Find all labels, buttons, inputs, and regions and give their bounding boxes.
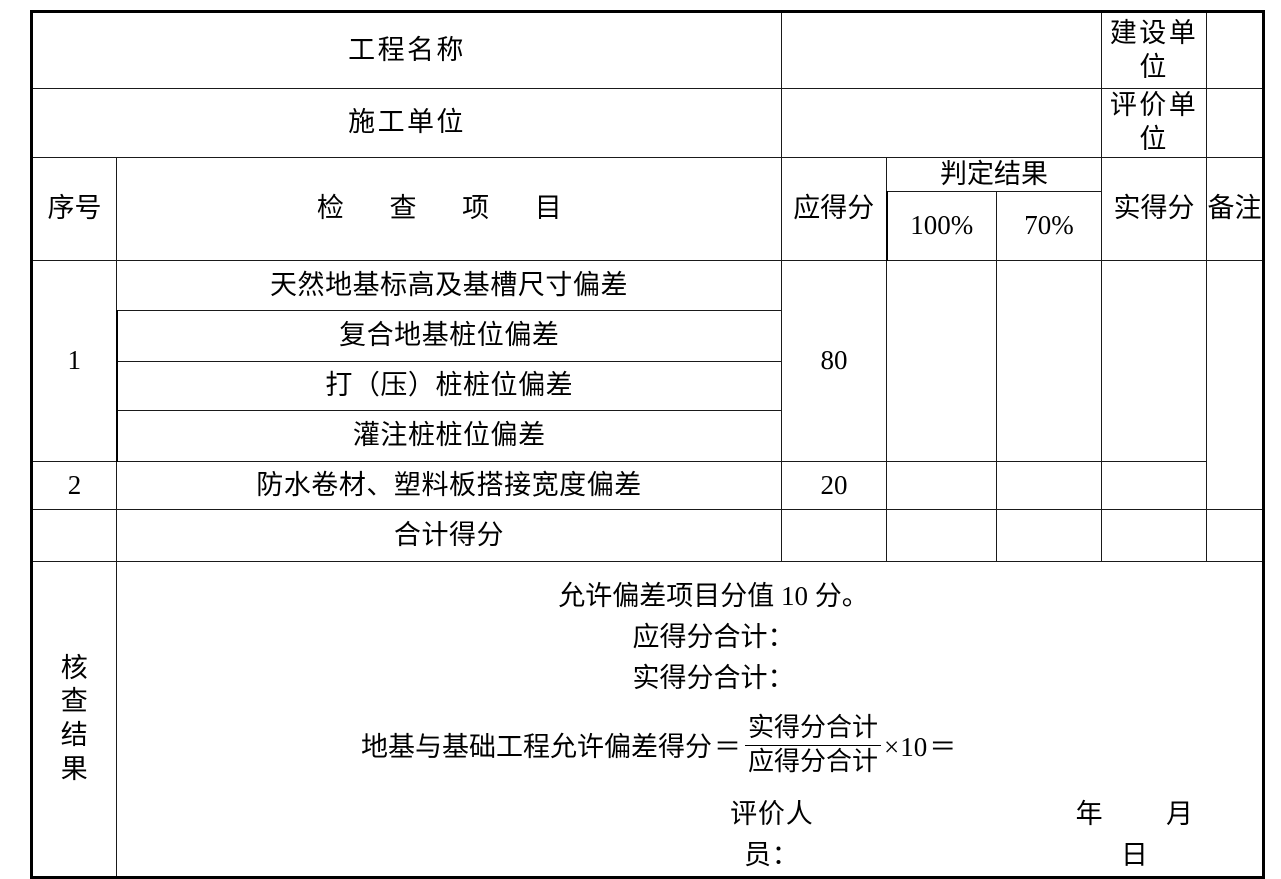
column-header-judgement: 判定结果 <box>886 156 1103 193</box>
row-actual-score-total[interactable] <box>1101 509 1208 563</box>
row-judgement-70-total[interactable] <box>996 509 1103 563</box>
row-item-1-4: 灌注桩桩位偏差 <box>115 410 783 463</box>
result-line-allowance: 允许偏差项目分值 10 分。 <box>558 581 869 612</box>
form-sheet: 工程名称 建设单位 施工单位 评价单位 序号 检 查 项 目 应得分 判定结果 … <box>30 10 1266 879</box>
row-item-2-1: 防水卷材、塑料板搭接宽度偏差 <box>115 461 783 511</box>
label-construction-unit: 建设单位 <box>1101 10 1208 89</box>
signature-row: 评价人员： 年 月 日 <box>165 794 1262 876</box>
formula-factor: 10 <box>900 732 928 762</box>
column-header-remark: 备注 <box>1206 156 1265 262</box>
label-evaluation-unit: 评价单位 <box>1101 88 1208 158</box>
table-row-total: 合计得分 <box>30 509 1265 563</box>
table-row: 复合地基桩位偏差 <box>32 310 1264 363</box>
field-contractor-unit[interactable] <box>781 88 1103 158</box>
row-due-score-2: 20 <box>781 461 888 511</box>
row-judgement-70-1[interactable] <box>996 260 1103 463</box>
formula-multiply-icon: × <box>884 732 900 762</box>
label-contractor-unit: 施工单位 <box>30 88 783 158</box>
check-result-label-char-1: 核 <box>60 652 89 683</box>
inspection-form-table: 工程名称 建设单位 施工单位 评价单位 序号 检 查 项 目 应得分 判定结果 … <box>30 10 1266 879</box>
row-judgement-100-total[interactable] <box>886 509 998 563</box>
column-header-judgement-100: 100% <box>885 191 998 262</box>
column-header-actual-score: 实得分 <box>1101 156 1208 262</box>
row-actual-score-1[interactable] <box>1101 260 1208 463</box>
field-evaluation-unit[interactable] <box>1206 88 1265 158</box>
row-seq-total <box>30 509 117 563</box>
formula-denominator: 应得分合计 <box>748 747 879 777</box>
formula-fraction: 实得分合计 应得分合计 <box>745 713 882 777</box>
row-judgement-70-2[interactable] <box>996 461 1103 511</box>
column-header-seq: 序号 <box>30 156 117 262</box>
row-judgement-100-1[interactable] <box>886 260 998 463</box>
row-judgement-100-2[interactable] <box>886 461 998 511</box>
check-result-label-char-4: 果 <box>60 753 89 784</box>
row-seq-2: 2 <box>30 461 117 511</box>
formula-lead-text: 地基与基础工程允许偏差得分 <box>361 732 712 762</box>
column-header-row-top: 序号 检 查 项 目 应得分 判定结果 实得分 备注 <box>30 156 1265 262</box>
formula-numerator: 实得分合计 <box>745 713 882 747</box>
table-row: 2 防水卷材、塑料板搭接宽度偏差 20 <box>30 461 1264 511</box>
row-due-score-1: 80 <box>781 260 888 463</box>
row-item-1-3: 打（压）桩桩位偏差 <box>115 361 783 412</box>
field-construction-unit[interactable] <box>1206 10 1265 89</box>
score-formula: 地基与基础工程允许偏差得分 ＝ 实得分合计 应得分合计 × 10 ＝ <box>165 713 1262 779</box>
column-header-due-score: 应得分 <box>781 156 888 262</box>
row-remark-1[interactable] <box>1206 260 1265 511</box>
column-header-item: 检 查 项 目 <box>115 156 783 262</box>
row-item-total: 合计得分 <box>115 509 783 563</box>
check-result-row: 核 查 结 果 允许偏差项目分值 10 分。 应得分合计： 实得分合计： 地基与… <box>30 561 1265 879</box>
result-line-actual-total: 实得分合计： <box>632 663 795 694</box>
column-header-row-percent: 100% 70% <box>32 191 1264 262</box>
label-project-name: 工程名称 <box>30 10 783 89</box>
row-remark-total[interactable] <box>1206 509 1265 563</box>
evaluator-label: 评价人员： <box>730 798 814 870</box>
field-project-name[interactable] <box>781 10 1103 89</box>
result-line-due-total: 应得分合计： <box>632 622 795 653</box>
check-result-label: 核 查 结 果 <box>30 561 117 879</box>
table-row: 1 天然地基标高及基槽尺寸偏差 80 <box>30 260 1265 511</box>
check-result-body: 允许偏差项目分值 10 分。 应得分合计： 实得分合计： 地基与基础工程允许偏差… <box>115 561 1265 879</box>
formula-trailing-equals: ＝ <box>929 732 957 762</box>
row-item-1-2: 复合地基桩位偏差 <box>115 310 783 363</box>
date-fields[interactable]: 年 月 日 <box>1075 798 1222 870</box>
row-item-1-1: 天然地基标高及基槽尺寸偏差 <box>115 260 783 312</box>
column-header-judgement-70: 70% <box>996 191 1103 262</box>
formula-equals-sign: ＝ <box>714 732 741 762</box>
check-result-label-char-3: 结 <box>60 720 89 750</box>
row-due-score-total[interactable] <box>781 509 888 563</box>
header-row-project: 工程名称 建设单位 <box>30 10 1265 89</box>
row-actual-score-2[interactable] <box>1101 461 1208 511</box>
header-row-contractor: 施工单位 评价单位 <box>30 88 1265 158</box>
check-result-label-char-2: 查 <box>60 686 89 717</box>
row-seq-1: 1 <box>30 260 117 463</box>
